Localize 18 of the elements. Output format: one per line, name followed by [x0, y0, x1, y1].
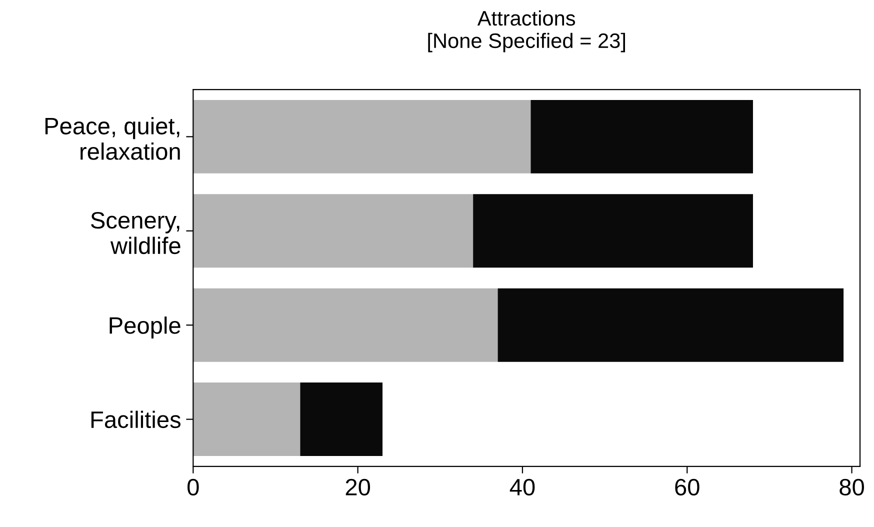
x-tick-label: 20: [346, 478, 370, 496]
x-tick-label: 60: [675, 478, 700, 496]
bar: [193, 100, 531, 174]
bar: [498, 288, 844, 362]
bar: [300, 382, 383, 456]
y-tick-label: People: [110, 316, 180, 339]
bar: [193, 288, 498, 362]
bar: [530, 100, 753, 174]
bar: [193, 382, 300, 456]
chart-title: Attractions [None Specified = 23]: [428, 10, 625, 52]
y-tick-label: Scenery, wildlife: [90, 212, 180, 254]
bar: [473, 194, 753, 268]
x-tick-label: 0: [188, 478, 199, 496]
bar: [193, 194, 474, 268]
x-tick-label: 40: [510, 478, 535, 496]
x-tick-label: 80: [840, 478, 864, 496]
y-tick-label: Peace, quiet, relaxation: [45, 117, 180, 160]
y-tick-label: Facilities: [91, 410, 180, 428]
